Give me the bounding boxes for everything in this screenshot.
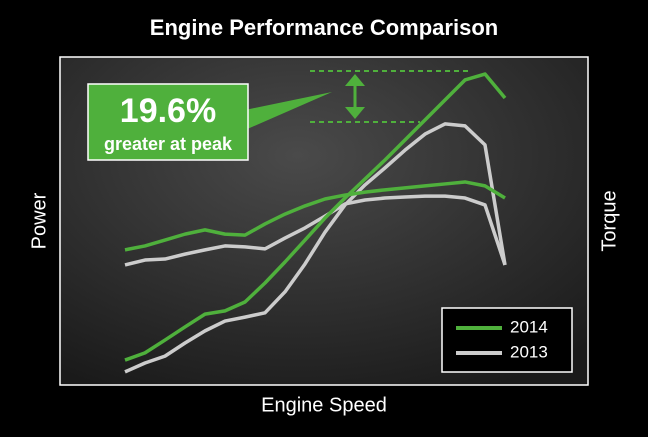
legend-box xyxy=(441,307,573,373)
arrow-head xyxy=(345,74,365,86)
y-axis-label: Power xyxy=(28,192,50,249)
power-line xyxy=(124,72,507,362)
legend-label: 2013 xyxy=(510,342,548,361)
callout-pointer xyxy=(245,92,332,130)
y2-axis-label: Torque xyxy=(598,190,620,251)
x-axis-label: Engine Speed xyxy=(261,394,387,416)
power-line xyxy=(124,122,507,374)
lines xyxy=(124,72,507,374)
callout-box xyxy=(87,83,249,161)
peak-annotation: 19.6% greater at peak xyxy=(87,70,470,161)
legend: 2014 2013 xyxy=(441,307,573,373)
chart-title: Engine Performance Comparison xyxy=(150,15,498,40)
arrow-head xyxy=(345,107,365,119)
callout-value: 19.6% xyxy=(120,92,216,130)
torque-line xyxy=(124,194,507,267)
callout-text: greater at peak xyxy=(104,134,233,154)
torque-line xyxy=(124,180,506,252)
legend-label: 2014 xyxy=(510,317,548,336)
